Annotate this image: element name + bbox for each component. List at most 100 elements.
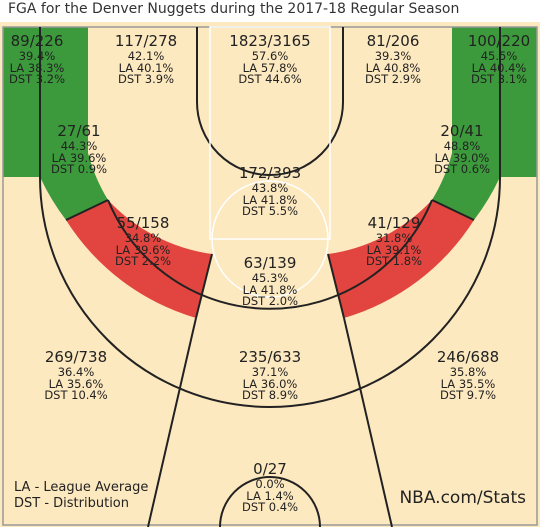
zone-league-avg: LA 39.1%: [366, 242, 422, 257]
zone-label-right-above-break-3: 246/688 35.8% LA 35.5% DST 9.7%: [437, 350, 499, 402]
zone-distribution: DST 5.5%: [241, 204, 299, 218]
zone-label-right-wing-3: 81/206 39.3% LA 40.8% DST 2.9%: [365, 34, 421, 86]
zone-fgm-fga: 81/206: [366, 32, 420, 50]
zone-league-avg: LA 35.5%: [440, 376, 496, 391]
zone-distribution: DST 10.4%: [44, 388, 108, 402]
zone-label-left-baseline-mid: 27/61 44.3% LA 39.6% DST 0.9%: [51, 124, 107, 176]
zone-fgm-fga: 41/129: [367, 214, 421, 232]
zone-league-avg: LA 35.6%: [48, 376, 104, 391]
zone-league-avg: LA 40.8%: [365, 60, 421, 75]
mid-range-arc: [107, 199, 433, 310]
zone-league-avg: LA 38.3%: [9, 60, 65, 75]
zone-label-left-wing-3: 117/278 42.1% LA 40.1% DST 3.9%: [115, 34, 177, 86]
zone-distribution: DST 8.9%: [241, 388, 299, 402]
zone-pct: 42.1%: [127, 49, 165, 63]
court-floor: [0, 22, 540, 527]
zone-pct: 37.1%: [251, 365, 289, 379]
zone-league-avg: LA 39.6%: [51, 150, 107, 165]
zone-label-top-key-mid: 63/139 45.3% LA 41.8% DST 2.0%: [242, 256, 298, 308]
zone-fill-right-baseline-mid: [432, 27, 500, 220]
zone-pct: 35.8%: [449, 365, 487, 379]
zone-distribution: DST 3.1%: [470, 72, 528, 86]
zone-pct: 0.0%: [255, 477, 285, 491]
zone-fill-left-baseline-mid: [40, 27, 108, 220]
left-wing-divider: [65, 199, 109, 221]
legend-la: LA - League Average: [14, 480, 149, 495]
zone-label-right-baseline-mid: 20/41 48.8% LA 39.0% DST 0.6%: [434, 124, 490, 176]
legend: LA - League Average DST - Distribution: [14, 480, 148, 513]
zone-distribution: DST 2.0%: [241, 294, 299, 308]
zone-fgm-fga: 63/139: [243, 254, 297, 272]
zone-fgm-fga: 269/738: [44, 348, 108, 366]
zone-pct: 45.5%: [480, 49, 518, 63]
zone-fgm-fga: 172/393: [238, 164, 302, 182]
zone-pct: 44.3%: [60, 139, 98, 153]
chart-title: FGA for the Denver Nuggets during the 20…: [8, 1, 460, 17]
zone-label-backcourt: 0/27 0.0% LA 1.4% DST 0.4%: [242, 462, 298, 514]
zone-league-avg: LA 39.0%: [434, 150, 490, 165]
zone-pct: 57.6%: [251, 49, 289, 63]
zone-fill-left-corner-3: [3, 27, 40, 177]
zone-label-center-above-break-3: 235/633 37.1% LA 36.0% DST 8.9%: [239, 350, 301, 402]
right-deep-divider: [343, 317, 393, 527]
zone-pct: 36.4%: [57, 365, 95, 379]
zone-pct: 45.3%: [251, 271, 289, 285]
zone-fgm-fga: 117/278: [114, 32, 178, 50]
zone-fgm-fga: 0/27: [253, 460, 287, 478]
zone-league-avg: LA 1.4%: [246, 488, 294, 503]
zone-league-avg: LA 40.4%: [471, 60, 527, 75]
zone-pct: 43.8%: [251, 181, 289, 195]
zone-distribution: DST 2.2%: [114, 254, 172, 268]
zone-pct: 31.8%: [375, 231, 413, 245]
legend-dst: DST - Distribution: [14, 496, 130, 512]
zone-distribution: DST 3.9%: [117, 72, 175, 86]
right-wing-divider: [431, 199, 475, 221]
zone-league-avg: LA 57.8%: [242, 60, 298, 75]
zone-pct: 39.4%: [18, 49, 56, 63]
zone-label-left-wing-mid: 55/158 34.8% LA 39.6% DST 2.2%: [115, 216, 171, 268]
zone-fill-right-wing-mid: [328, 200, 474, 318]
zone-distribution: DST 44.6%: [238, 72, 302, 86]
zone-distribution: DST 2.9%: [364, 72, 422, 86]
zone-fill-left-wing-mid: [66, 200, 212, 318]
zone-pct: 39.3%: [374, 49, 412, 63]
zone-label-restricted-area: 1823/3165 57.6% LA 57.8% DST 44.6%: [229, 34, 310, 86]
zone-pct: 34.8%: [124, 231, 162, 245]
zone-label-right-wing-mid: 41/129 31.8% LA 39.1% DST 1.8%: [366, 216, 422, 268]
zone-fgm-fga: 20/41: [440, 122, 484, 140]
zone-label-left-above-break-3: 269/738 36.4% LA 35.6% DST 10.4%: [44, 350, 107, 402]
zone-fgm-fga: 235/633: [238, 348, 302, 366]
center-circle: [219, 476, 321, 527]
paint-lane: [209, 26, 331, 240]
zone-distribution: DST 3.2%: [8, 72, 66, 86]
restricted-area-arc: [196, 27, 344, 176]
watermark: NBA.com/Stats: [399, 488, 526, 508]
zone-distribution: DST 0.4%: [241, 500, 299, 514]
zone-fgm-fga: 100/220: [467, 32, 531, 50]
zone-fgm-fga: 55/158: [116, 214, 170, 232]
zone-fill-right-corner-3: [500, 27, 537, 177]
right-center-divider: [327, 253, 345, 319]
zone-distribution: DST 0.9%: [50, 162, 108, 176]
zone-league-avg: LA 36.0%: [242, 376, 298, 391]
zone-distribution: DST 9.7%: [439, 388, 497, 402]
left-deep-divider: [147, 317, 197, 527]
zone-fgm-fga: 246/688: [436, 348, 500, 366]
zone-pct: 48.8%: [443, 139, 481, 153]
zone-league-avg: LA 40.1%: [118, 60, 174, 75]
zone-league-avg: LA 41.8%: [242, 282, 298, 297]
court-chart: [0, 22, 540, 527]
free-throw-circle: [211, 180, 329, 298]
zone-label-right-corner-3: 100/220 45.5% LA 40.4% DST 3.1%: [468, 34, 530, 86]
zone-distribution: DST 0.6%: [433, 162, 491, 176]
left-center-divider: [195, 253, 213, 319]
zone-fgm-fga: 89/226: [10, 32, 64, 50]
zone-label-left-corner-3: 89/226 39.4% LA 38.3% DST 3.2%: [9, 34, 65, 86]
zone-label-paint: 172/393 43.8% LA 41.8% DST 5.5%: [239, 166, 301, 218]
zone-fgm-fga: 27/61: [57, 122, 101, 140]
zone-league-avg: LA 41.8%: [242, 192, 298, 207]
zone-distribution: DST 1.8%: [365, 254, 423, 268]
three-point-arc: [39, 176, 501, 408]
zone-fgm-fga: 1823/3165: [229, 32, 311, 50]
zone-league-avg: LA 39.6%: [115, 242, 171, 257]
